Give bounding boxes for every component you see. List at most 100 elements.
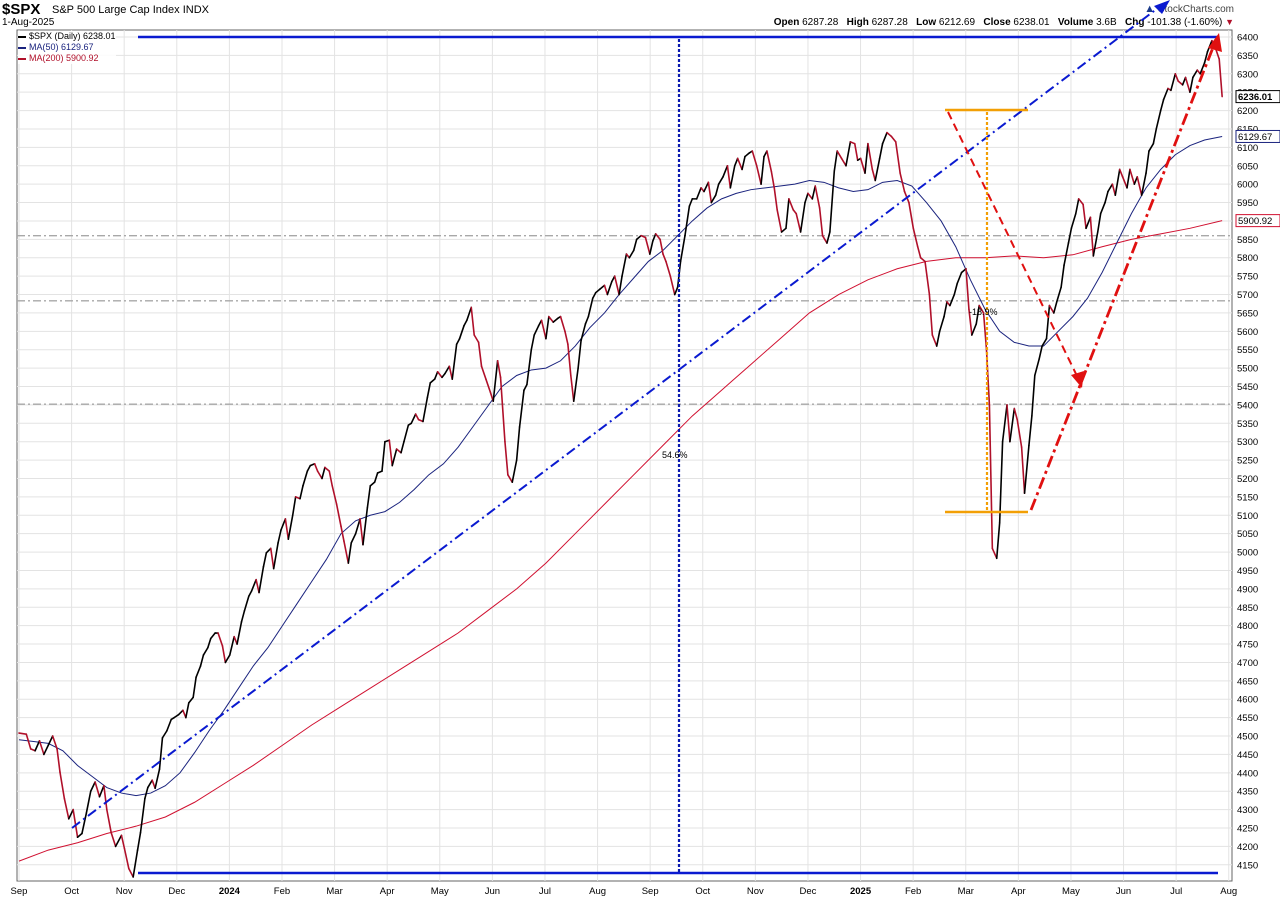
price-segment xyxy=(228,635,235,656)
price-segment xyxy=(103,784,108,811)
price-segment xyxy=(324,466,331,472)
y-tick-label: 5750 xyxy=(1237,272,1258,283)
y-tick-label: 5450 xyxy=(1237,382,1258,393)
price-segment xyxy=(173,713,180,719)
legend-swatch xyxy=(18,46,26,49)
price-segment xyxy=(644,236,651,255)
price-segment xyxy=(540,319,547,340)
price-segment xyxy=(1152,128,1158,145)
price-segment xyxy=(971,323,978,336)
price-box xyxy=(1235,90,1280,104)
price-segment xyxy=(187,696,194,704)
price-segment xyxy=(1107,183,1114,193)
price-segment xyxy=(1203,50,1209,64)
x-tick-label: 2024 xyxy=(219,886,241,897)
price-segment xyxy=(1085,216,1092,230)
price-segment xyxy=(572,367,579,403)
price-segment xyxy=(826,231,831,244)
price-segment xyxy=(530,334,536,351)
y-tick-label: 4350 xyxy=(1237,787,1258,798)
x-tick-label: Aug xyxy=(1220,886,1237,897)
price-segment xyxy=(199,654,205,667)
brand-logo[interactable]: ▲ StockCharts.com xyxy=(1144,3,1234,15)
price-segment xyxy=(665,260,672,277)
y-tick-label: 5350 xyxy=(1237,419,1258,430)
price-segment xyxy=(340,525,345,542)
price-segment xyxy=(480,365,487,380)
price-segment xyxy=(594,288,601,294)
decline-arrow-line xyxy=(947,111,1079,379)
price-segment xyxy=(1145,150,1150,174)
x-tick-label: Mar xyxy=(326,886,342,897)
stockcharts-icon: ▲ xyxy=(1144,3,1156,15)
x-tick-label: Sep xyxy=(642,886,659,897)
price-segment xyxy=(166,718,173,732)
price-segment xyxy=(147,779,153,789)
y-tick-label: 4500 xyxy=(1237,732,1258,743)
price-segment xyxy=(195,665,202,678)
price-segment xyxy=(836,150,843,160)
x-tick-label: Dec xyxy=(800,886,817,897)
y-tick-label: 5150 xyxy=(1237,492,1258,503)
price-segment xyxy=(807,192,814,200)
ticker-symbol: $SPX xyxy=(2,1,41,18)
price-segment xyxy=(755,164,762,185)
price-segment xyxy=(795,212,802,233)
chart-legend: $SPX (Daily) 6238.01 MA(50) 6129.67 MA(2… xyxy=(18,31,116,64)
x-tick-label: Apr xyxy=(380,886,395,897)
price-segment xyxy=(207,637,212,649)
price-segment xyxy=(949,293,956,307)
price-box-label: 6236.01 xyxy=(1238,92,1273,103)
price-segment xyxy=(458,325,465,340)
legend-item-ma200: MA(200) 5900.92 xyxy=(18,53,116,64)
y-tick-label: 5250 xyxy=(1237,456,1258,467)
x-tick-label: Jul xyxy=(1170,886,1182,897)
price-segment xyxy=(1006,404,1011,443)
price-segment xyxy=(38,740,45,756)
price-segment xyxy=(1001,404,1008,443)
price-segment xyxy=(1129,168,1136,185)
price-segment xyxy=(908,201,915,230)
y-tick-label: 5600 xyxy=(1237,327,1258,338)
price-segment xyxy=(63,797,70,820)
price-segment xyxy=(1121,176,1128,189)
y-tick-label: 5700 xyxy=(1237,290,1258,301)
price-segment xyxy=(185,702,190,719)
price-segment xyxy=(507,474,514,483)
price-segment xyxy=(81,812,88,835)
price-segment xyxy=(780,227,787,233)
ma200-box-label: 5900.92 xyxy=(1238,216,1272,227)
price-segment xyxy=(988,404,994,550)
x-tick-label: Jun xyxy=(485,886,500,897)
price-segment xyxy=(202,646,209,656)
price-segment xyxy=(287,514,294,541)
price-segment xyxy=(410,413,417,425)
ma200-box xyxy=(1235,214,1280,228)
price-segment xyxy=(192,676,197,699)
price-segment xyxy=(388,439,394,467)
price-segment xyxy=(277,529,282,544)
price-segment xyxy=(991,547,998,560)
down-arrow-icon: ▼ xyxy=(1225,17,1234,27)
price-segment xyxy=(717,176,724,185)
price-segment xyxy=(444,365,451,375)
y-tick-label: 4850 xyxy=(1237,603,1258,614)
plot-frame xyxy=(16,29,1233,882)
price-segment xyxy=(284,518,290,541)
price-segment xyxy=(523,383,528,391)
x-tick-label: Oct xyxy=(695,886,710,897)
price-segment xyxy=(618,275,623,296)
price-segment xyxy=(736,157,743,171)
price-segment xyxy=(669,275,676,296)
ma50-box xyxy=(1235,129,1280,143)
price-segment xyxy=(72,808,79,839)
y-tick-label: 5000 xyxy=(1237,548,1258,559)
price-segment xyxy=(613,275,620,296)
price-segment xyxy=(821,234,828,244)
price-segment xyxy=(209,632,216,640)
price-segment xyxy=(751,150,758,167)
price-segment xyxy=(545,315,550,340)
price-segment xyxy=(564,330,569,346)
legend-item-price: $SPX (Daily) 6238.01 xyxy=(18,31,116,42)
